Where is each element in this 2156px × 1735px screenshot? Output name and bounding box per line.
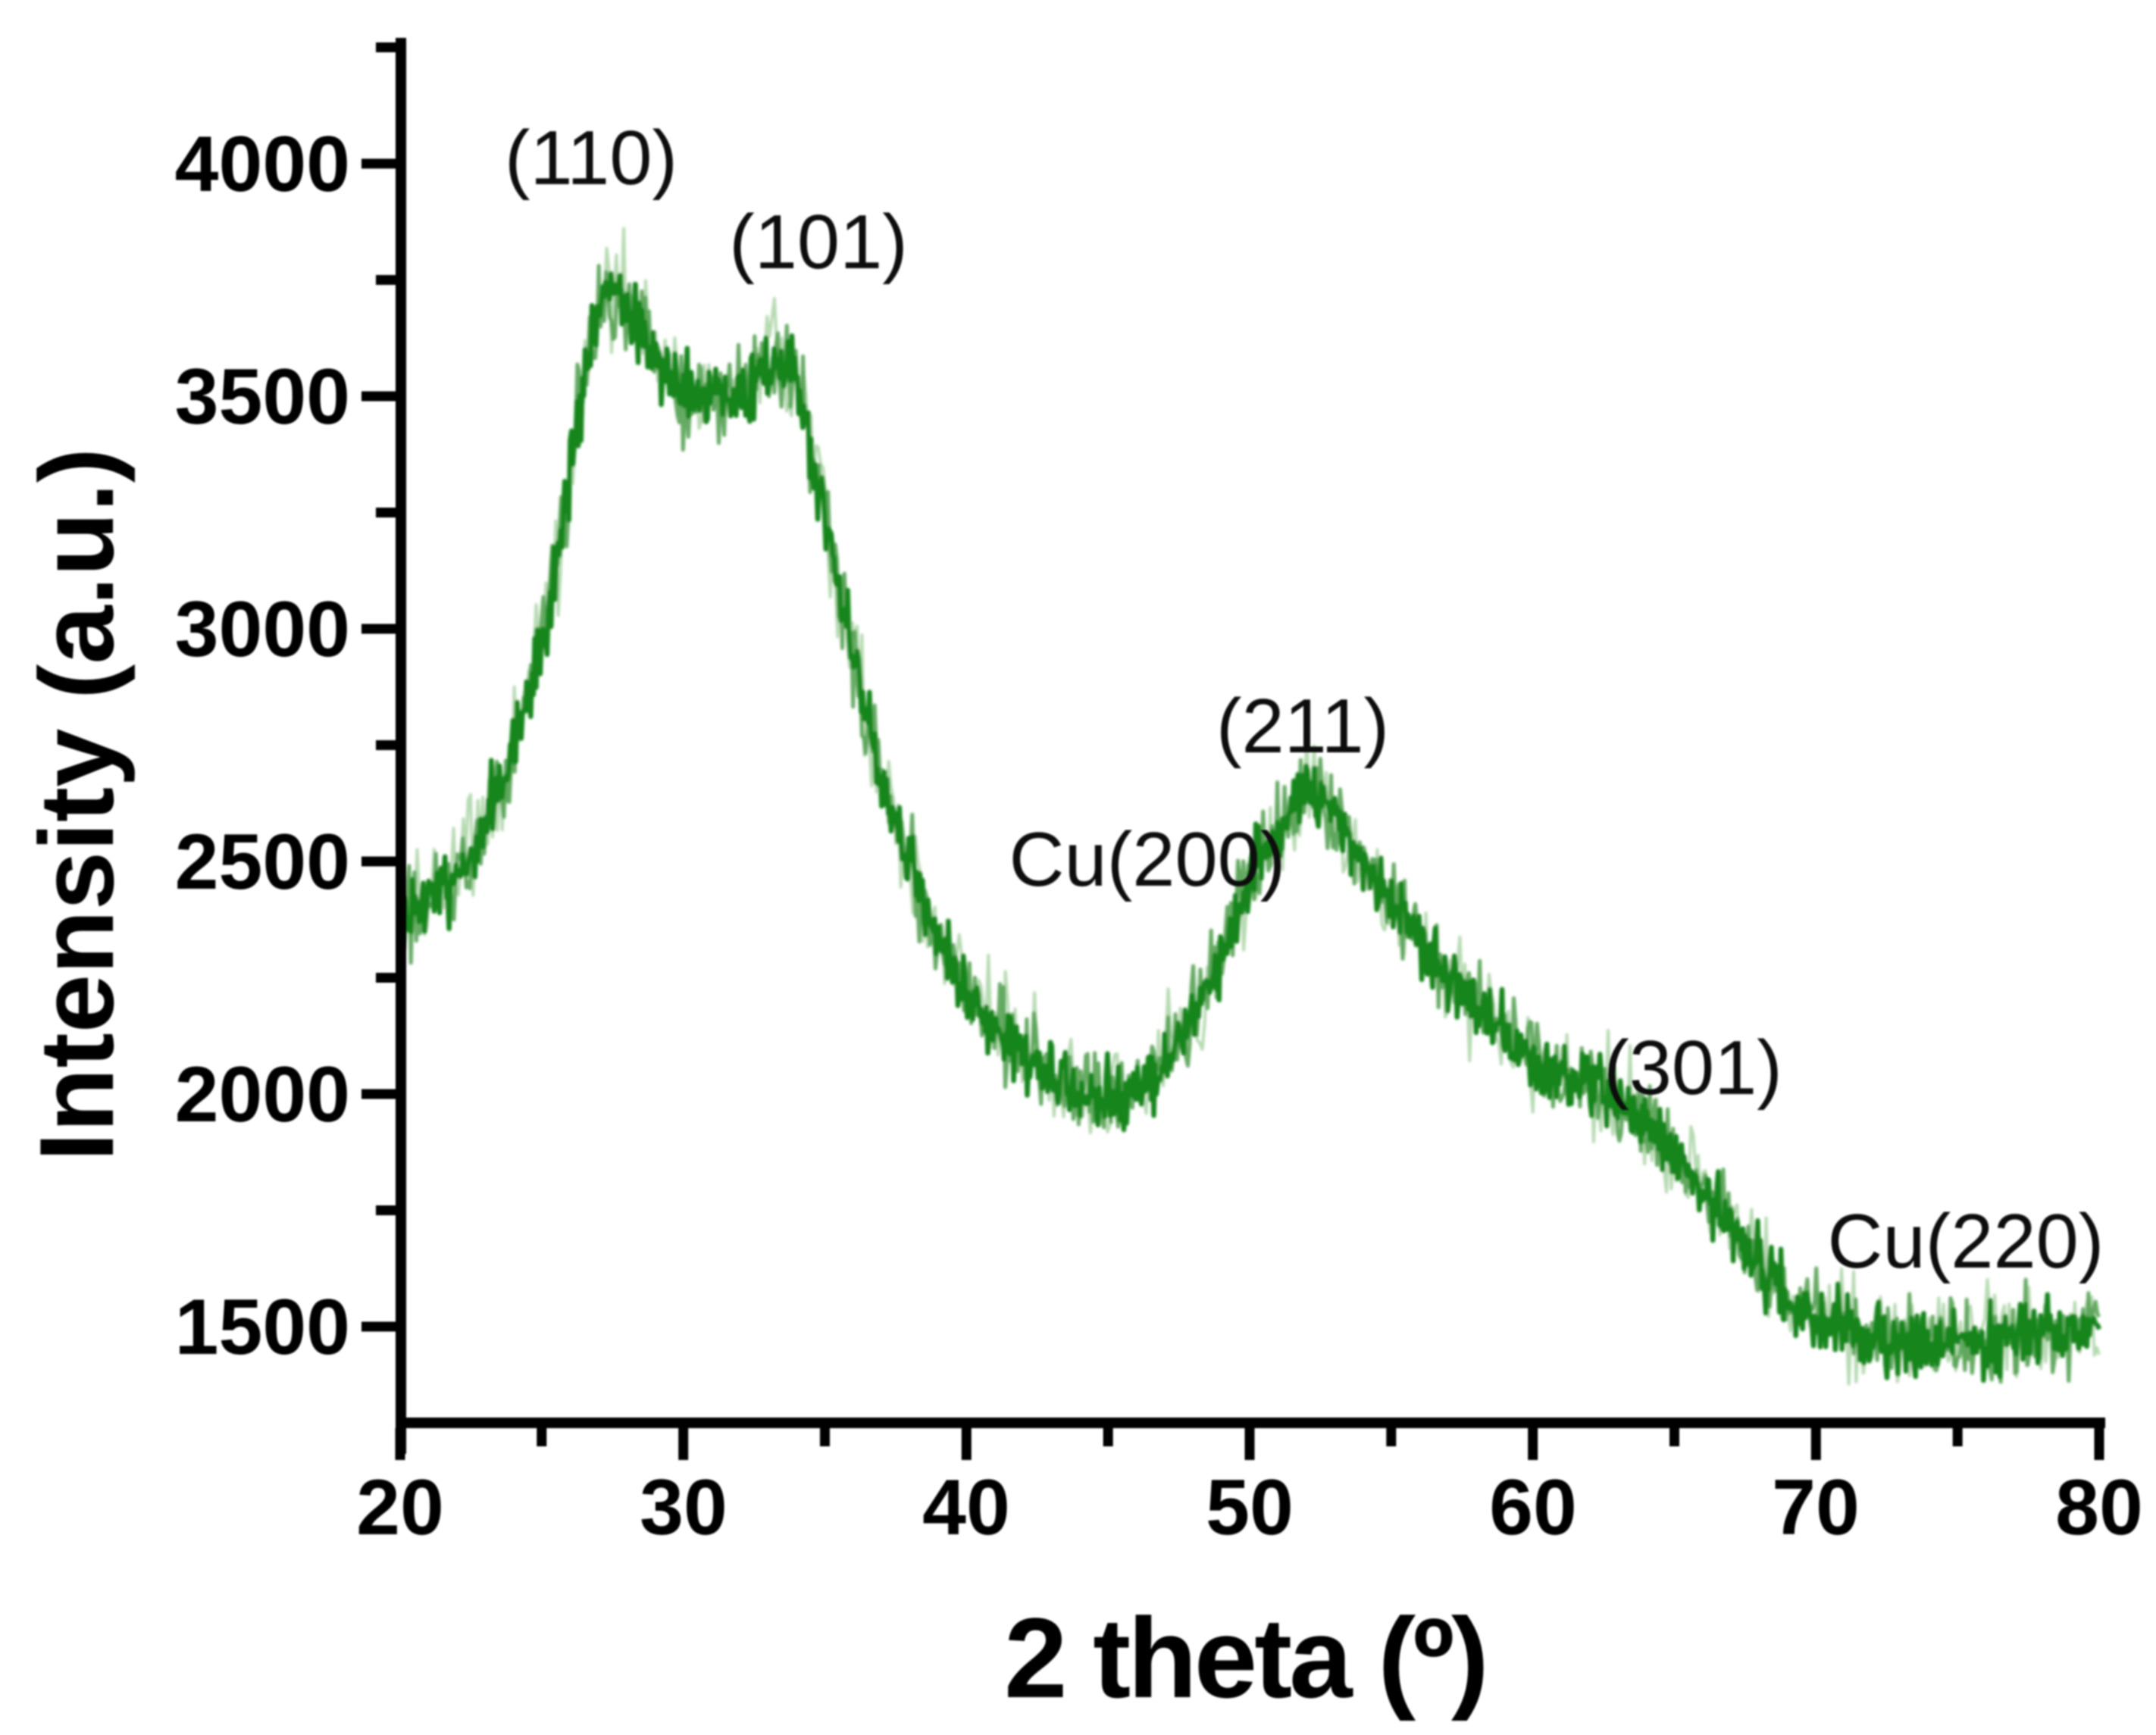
svg-text:2000: 2000 xyxy=(175,1051,350,1139)
svg-text:Cu(220): Cu(220) xyxy=(1828,1199,2104,1284)
svg-text:2500: 2500 xyxy=(175,818,350,906)
svg-text:(211): (211) xyxy=(1216,684,1389,769)
svg-text:1500: 1500 xyxy=(175,1283,350,1371)
svg-text:40: 40 xyxy=(922,1464,1010,1552)
svg-text:50: 50 xyxy=(1206,1464,1294,1552)
svg-text:(110): (110) xyxy=(505,116,677,201)
svg-text:2 theta (º): 2 theta (º) xyxy=(1004,1594,1486,1721)
svg-text:3500: 3500 xyxy=(175,353,350,441)
svg-text:70: 70 xyxy=(1772,1464,1860,1552)
svg-text:Intensity (a.u.): Intensity (a.u.) xyxy=(18,448,136,1161)
svg-text:60: 60 xyxy=(1489,1464,1577,1552)
svg-text:(301): (301) xyxy=(1604,1026,1782,1111)
svg-text:30: 30 xyxy=(640,1464,728,1552)
svg-text:80: 80 xyxy=(2055,1464,2143,1552)
svg-text:3000: 3000 xyxy=(175,586,350,674)
svg-text:(101): (101) xyxy=(729,200,908,285)
svg-text:Cu(200): Cu(200) xyxy=(1009,817,1286,902)
svg-text:20: 20 xyxy=(356,1464,444,1552)
svg-text:4000: 4000 xyxy=(175,120,350,208)
